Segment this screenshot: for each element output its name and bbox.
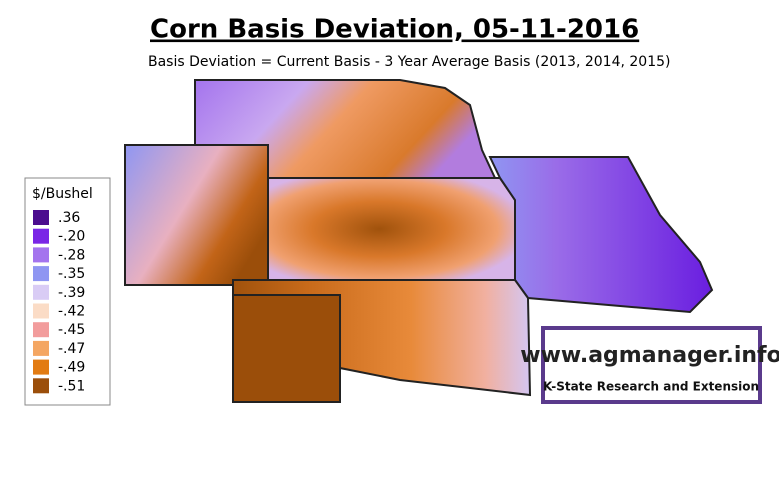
legend-swatch [33,247,49,263]
legend-swatch [33,378,49,394]
states [124,79,714,403]
legend-label: -.35 [58,266,85,282]
legend-swatch [33,303,49,319]
title: Corn Basis Deviation, 05-11-2016 [150,15,639,45]
legend-swatch [33,228,49,244]
legend-label: -.49 [58,360,85,376]
legend-label: -.47 [58,341,85,357]
legend-label: -.45 [58,322,85,338]
legend-label: .36 [58,210,80,226]
legend-swatch [33,340,49,356]
legend-label: -.39 [58,285,85,301]
legend-swatch [33,266,49,282]
colorado [124,144,269,286]
missouri [488,156,714,314]
texas-panhandle [232,294,341,403]
logo-box [541,326,762,404]
legend-label: -.28 [58,247,85,263]
legend-title: $/Bushel [32,186,93,202]
logo: www.agmanager.info K-State Research and … [520,326,779,404]
legend: $/Bushel .36 -.20 -.28 -.35 -.39 -.42 -.45 -.47… [24,177,111,406]
legend-swatch [33,322,49,338]
legend-label: -.20 [58,229,85,245]
legend-swatch [33,210,49,225]
logo-org: K-State Research and Extension [543,380,759,394]
legend-swatch [33,359,49,375]
legend-label: -.42 [58,304,85,320]
legend-label: -.51 [58,378,85,394]
kansas [267,177,516,281]
subtitle: Basis Deviation = Current Basis - 3 Year… [148,54,670,70]
legend-swatch [33,284,49,300]
logo-site: www.agmanager.info [520,343,779,368]
